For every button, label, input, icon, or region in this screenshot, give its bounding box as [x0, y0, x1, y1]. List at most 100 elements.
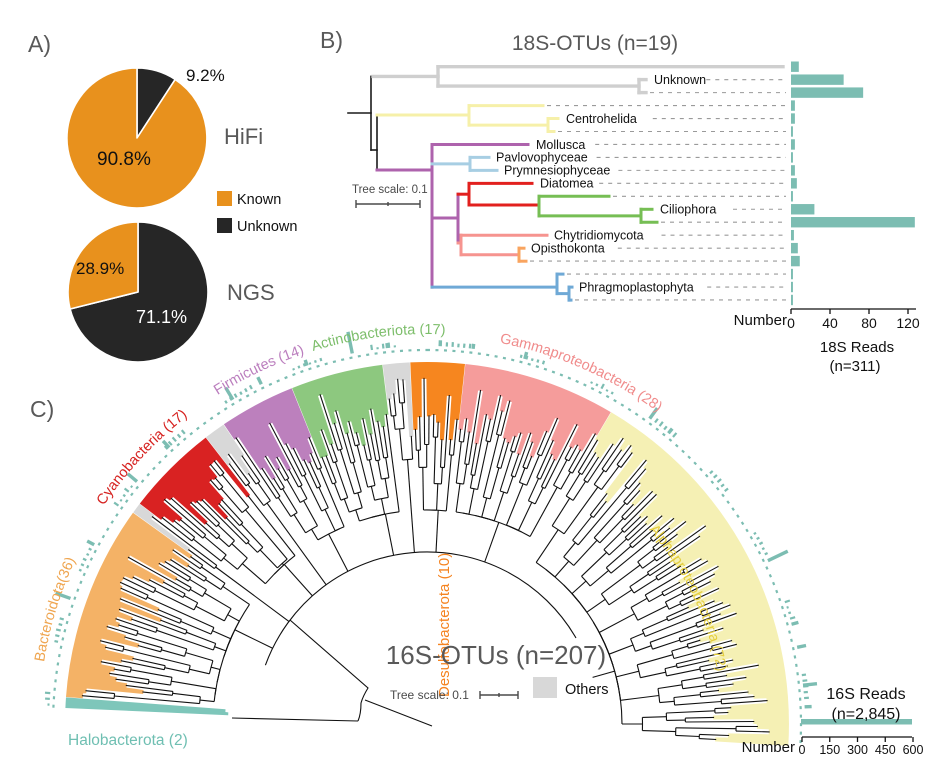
tree-branch	[489, 467, 500, 500]
tree-branch	[293, 514, 307, 534]
read-tick-major	[791, 620, 799, 626]
tree-branch	[364, 699, 433, 727]
tree-branch	[208, 660, 214, 674]
tree-branch	[443, 394, 450, 468]
tree-branch	[705, 676, 747, 684]
tree-branch	[535, 529, 559, 563]
tree-branch	[627, 522, 647, 541]
tree-branch	[635, 645, 652, 652]
read-bar	[791, 294, 793, 306]
tree-branch	[190, 556, 204, 566]
clade-wedge-Bacteroidota	[66, 512, 193, 699]
tree-branch	[188, 587, 192, 592]
tree-branch	[565, 473, 581, 497]
tree-branch	[673, 694, 701, 699]
tree-branch	[644, 594, 650, 602]
legend-unknown-swatch	[217, 218, 232, 233]
tree-branch	[659, 700, 675, 704]
tree-branch	[700, 691, 749, 698]
read-bar	[791, 152, 793, 163]
tree-branch	[629, 638, 636, 652]
read-tick	[88, 547, 92, 551]
tree-branch	[318, 487, 329, 509]
tree-branch	[603, 530, 624, 550]
read-tick	[468, 343, 472, 349]
tree-branch	[629, 515, 663, 546]
tree-branch	[464, 463, 469, 466]
tree-branch	[496, 437, 506, 468]
read-bar	[791, 217, 915, 228]
tree-branch	[171, 680, 216, 690]
tree-branch	[514, 432, 522, 453]
read-bar	[791, 268, 793, 280]
read-tick	[171, 436, 177, 443]
tree-branch	[161, 516, 193, 542]
tree-branch	[671, 645, 688, 652]
tree-branch	[172, 692, 201, 698]
read-tick	[163, 445, 169, 450]
tree-branch	[160, 647, 163, 652]
read-tick	[610, 391, 614, 395]
tree-branch	[644, 613, 703, 638]
tree-branch	[637, 548, 655, 563]
tree-branch	[586, 598, 606, 613]
tree-branch	[397, 378, 401, 404]
tree-branch	[146, 596, 215, 629]
tree-branch	[377, 460, 382, 480]
tree-branch	[118, 624, 139, 632]
tree-branch	[120, 660, 165, 671]
tree-branch	[321, 507, 329, 512]
clade-label-Actinobacteriota: Actinobacteriota (17)	[310, 322, 446, 355]
pie-hifi-slice-known	[66, 67, 208, 209]
tree-branch	[199, 699, 215, 703]
tree-branch	[623, 516, 642, 533]
tree-branch	[184, 648, 188, 657]
tree-branch	[699, 738, 717, 741]
read-tick	[239, 391, 243, 396]
tree-branch	[161, 649, 185, 657]
clade-label-Halobacterota: Halobacterota (2)	[68, 732, 188, 749]
tree-branch	[370, 408, 381, 461]
tree-branch	[100, 661, 132, 669]
tree-branch	[114, 695, 200, 705]
tree-branch	[620, 694, 660, 701]
tree-branch	[228, 540, 235, 548]
axis-tick-label: 600	[903, 743, 924, 757]
tree-branch	[210, 627, 215, 635]
tree-branch	[712, 643, 737, 652]
tree-branch	[164, 561, 191, 578]
tree-branch	[673, 647, 713, 660]
axis-16s-label: Number	[742, 739, 795, 756]
tree-branch	[214, 646, 227, 652]
tree-branch	[545, 568, 581, 604]
tree-branch	[587, 443, 614, 483]
tree-branch	[711, 645, 714, 651]
tree-branch	[137, 632, 187, 650]
tree-branch	[199, 564, 204, 570]
tree-branch	[714, 711, 729, 714]
tree-branch	[464, 431, 470, 464]
tree-branch	[385, 413, 400, 512]
pie-ngs-unknown-pct: 71.1%	[136, 307, 187, 327]
leaf-label: Centrohelida	[566, 112, 637, 126]
tree-branch	[702, 674, 705, 680]
tree-branch	[705, 683, 708, 688]
tree-branch	[109, 672, 150, 681]
tree-branch	[633, 577, 658, 594]
tree-branch	[683, 581, 711, 596]
tree-branch	[423, 377, 426, 445]
tree-branch	[608, 589, 633, 606]
clade-wedge-Cyanobacteria	[139, 437, 251, 525]
tree-branch	[495, 410, 503, 435]
tree-branch	[700, 602, 724, 613]
tree-branch	[269, 422, 303, 486]
tree-branch	[500, 400, 511, 436]
tree-branch	[675, 727, 737, 730]
tree-branch	[164, 667, 189, 674]
read-bar	[791, 255, 800, 267]
tree-branch	[324, 509, 336, 531]
tree-branch	[458, 428, 462, 442]
tree-branch	[422, 467, 425, 511]
tree-branch	[367, 458, 372, 461]
tree-branch	[702, 604, 731, 617]
